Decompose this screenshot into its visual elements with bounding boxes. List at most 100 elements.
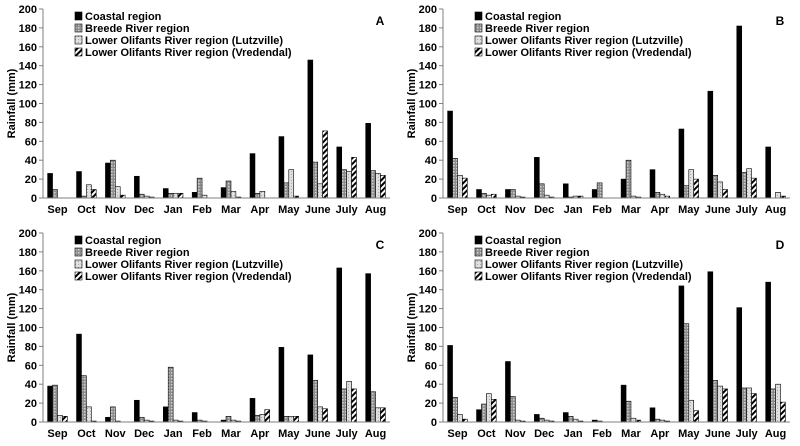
bar-breede-oct [481,192,487,199]
bar-breede-may [283,182,290,199]
bar-coastal-aug [365,273,371,423]
bar-breede-nov [510,396,516,423]
chart-panel-a: 0 20 40 60 80 100 120 140 160 180 200 Sep Oct Nov Dec J… [6,4,390,216]
legend-swatch-coastal [474,235,483,245]
x-tick-label: Jan [164,204,183,216]
bar-breede-oct [81,375,87,423]
x-tick-label: Sep [447,204,467,216]
bar-coastal-feb [591,189,598,199]
y-tick-label: 20 [425,174,437,186]
y-tick-label: 60 [425,360,437,372]
x-tick-label: Aug [365,428,386,440]
bar-breede-june [712,380,719,423]
bar-coastal-may [678,128,685,199]
bar-coastal-may [278,136,285,199]
legend-label-lutz: Lower Olifants River region (Lutzville) [85,259,283,271]
bar-breede-dec [538,417,545,423]
y-tick-label: 60 [25,136,37,148]
bar-breede-dec [138,193,145,199]
bar-breede-feb [196,177,203,199]
legend-swatch-lutz [474,259,483,269]
bar-coastal-june [307,354,314,423]
x-tick-label: July [336,428,359,440]
x-tick-label: Dec [534,428,554,440]
legend-label-breede: Breede River region [85,247,190,259]
legend-swatch-lutz [74,259,83,269]
x-tick-label: Nov [105,204,127,216]
chart-panel-d: 0 20 40 60 80 100 120 140 160 180 200 Sep Oct Nov Dec J… [406,228,790,440]
bar-breede-july [741,387,747,423]
bar-lutz-aug [375,407,381,423]
bar-coastal-aug [365,123,371,199]
bar-lutz-mar [630,417,637,423]
bar-lutz-sep [457,414,463,423]
bar-lutz-aug [775,192,781,199]
bar-vred-july [351,388,357,423]
bar-lutz-may [688,169,695,199]
y-tick-label: 40 [425,155,437,167]
bar-coastal-sep [447,110,453,199]
x-tick-label: May [278,428,300,440]
y-tick-label: 100 [19,323,37,335]
bar-lutz-apr [259,191,266,199]
y-axis-label: Rainfall (mm) [6,68,18,138]
bar-breede-apr [654,192,661,199]
y-tick-label: 140 [19,61,37,73]
x-tick-label: Sep [47,204,67,216]
bar-coastal-oct [76,171,82,199]
y-tick-label: 120 [19,304,37,316]
bar-lutz-mar [230,191,237,199]
legend-swatch-breede [74,23,83,33]
bar-coastal-july [736,25,743,199]
y-tick-label: 80 [25,117,37,129]
y-tick-label: 160 [419,266,437,278]
x-tick-label: Oct [77,428,96,440]
bar-breede-mar [225,180,232,199]
x-tick-label: Dec [134,204,154,216]
bar-breede-nov [110,406,116,423]
y-tick-label: 120 [19,80,37,92]
y-tick-label: 100 [419,323,437,335]
bar-breede-mar [625,400,632,423]
panel-label: C [376,238,385,252]
x-tick-label: June [305,428,331,440]
bar-breede-may [683,185,690,199]
x-tick-label: Aug [765,204,786,216]
x-tick-label: Oct [77,204,96,216]
bar-breede-jan [167,366,174,423]
x-tick-label: Jan [564,204,583,216]
legend-swatch-breede [474,23,483,33]
bar-coastal-apr [249,398,256,423]
bar-breede-aug [370,391,376,423]
legend-swatch-coastal [74,11,83,21]
x-tick-label: Nov [505,428,527,440]
bar-breede-june [712,175,719,199]
bar-coastal-dec [134,399,140,423]
bar-breede-july [341,388,347,423]
x-tick-label: May [678,204,700,216]
legend-label-coastal: Coastal region [85,11,162,23]
legend-swatch-vred [474,271,483,281]
bar-vred-sep [462,177,468,199]
bar-breede-june [312,380,319,423]
x-tick-label: June [705,428,731,440]
bar-coastal-apr [249,153,256,199]
legend-label-breede: Breede River region [485,23,590,35]
legend-swatch-vred [474,47,483,57]
y-axis-label: Rainfall (mm) [406,68,418,138]
legend-label-coastal: Coastal region [485,11,562,23]
panel-label: B [776,14,785,28]
legend-label-lutz: Lower Olifants River region (Lutzville) [85,35,283,47]
legend-label-vred: Lower Olifants River region (Vredendal) [485,47,692,59]
bar-lutz-july [346,381,352,423]
y-tick-label: 180 [419,247,437,259]
bar-coastal-mar [620,178,627,199]
bar-lutz-may [288,416,295,423]
y-tick-label: 200 [419,4,437,16]
bar-coastal-june [707,271,714,423]
bar-vred-july [351,157,357,199]
bar-breede-feb [596,182,603,199]
y-tick-label: 180 [19,23,37,35]
legend-label-vred: Lower Olifants River region (Vredendal) [485,271,692,283]
bar-coastal-mar [220,187,227,199]
